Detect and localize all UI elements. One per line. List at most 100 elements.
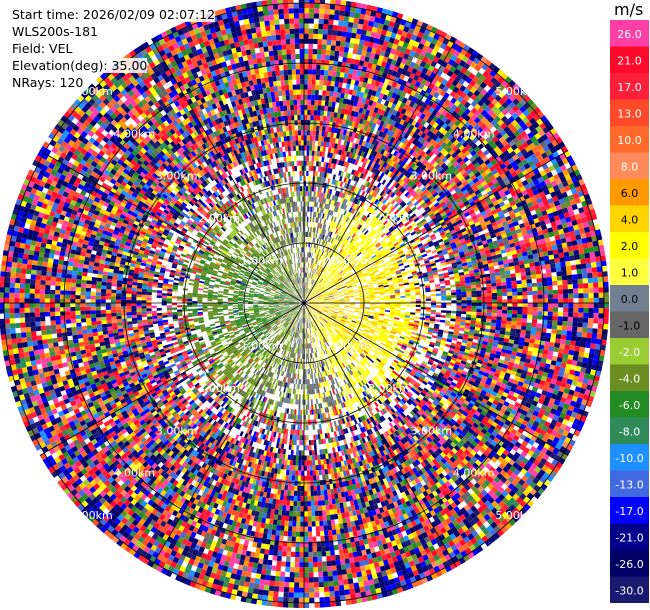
radar-gate (364, 56, 370, 63)
radar-gate (530, 330, 537, 336)
radar-gate (364, 141, 369, 148)
radar-gate (565, 260, 571, 267)
radar-gate (314, 0, 320, 4)
radar-gate (562, 284, 568, 290)
radar-gate (306, 257, 308, 263)
radar-gate (547, 285, 553, 291)
radar-gate (328, 101, 333, 107)
radar-gate (337, 218, 342, 225)
radar-gate (307, 283, 310, 289)
radar-gate (309, 247, 311, 253)
radar-gate (497, 296, 503, 300)
radar-gate (335, 223, 340, 229)
radar-gate (550, 263, 556, 269)
radar-gate (385, 95, 392, 102)
radar-gate (325, 188, 329, 194)
radar-gate (311, 258, 314, 264)
radar-gate (486, 293, 492, 297)
radar-gate (410, 304, 416, 307)
radar-gate (311, 227, 314, 233)
radar-gate (395, 72, 402, 79)
radar-gate (507, 295, 513, 300)
radar-gate (307, 99, 312, 105)
radar-gate (308, 18, 314, 24)
radar-gate (357, 166, 362, 172)
radar-gate (352, 116, 358, 123)
radar-gate (532, 290, 538, 295)
radar-gates (0, 0, 609, 608)
radar-gate (578, 303, 584, 308)
radar-gate (365, 136, 371, 143)
radar-gate (333, 158, 338, 165)
radar-gate (348, 68, 354, 75)
radar-gate (406, 270, 412, 274)
radar-gate (360, 124, 366, 130)
radar-gate (446, 297, 452, 301)
radar-gate (568, 250, 575, 257)
radar-gate (341, 134, 346, 141)
radar-gate (371, 101, 377, 108)
radar-gate (341, 103, 347, 110)
radar-gate (562, 289, 569, 294)
radar-gate (317, 212, 320, 218)
radar-gate (342, 119, 347, 125)
radar-gate (544, 259, 550, 265)
radar-gate (476, 290, 482, 294)
radar-gate (327, 236, 331, 242)
radar-gate (574, 254, 581, 261)
radar-gate (317, 100, 322, 106)
radar-gate (345, 130, 350, 137)
radar-gate (381, 72, 388, 79)
radar-gate (384, 35, 391, 42)
radar-gate (350, 126, 355, 132)
radar-gate (415, 310, 421, 314)
radar-gate (323, 240, 327, 246)
radar-gate (380, 304, 386, 306)
radar-gate (316, 161, 319, 167)
radar-gate (353, 291, 359, 294)
radar-gate (309, 273, 312, 279)
radar-gate (501, 285, 507, 290)
radar-gate (333, 179, 337, 186)
radar-gate (522, 310, 528, 315)
radar-gate (395, 306, 401, 309)
radar-gate (311, 160, 314, 167)
radar-gate (328, 194, 332, 200)
radar-gate (510, 328, 516, 333)
radar-gate (371, 5, 378, 12)
radar-gate (315, 238, 318, 244)
radar-gate (409, 263, 415, 267)
radar-gate (322, 121, 327, 127)
radar-gate (306, 155, 310, 161)
radar-gate (339, 144, 344, 151)
radar-gate (336, 143, 341, 150)
radar-gate (556, 275, 563, 281)
radar-gate (547, 281, 553, 286)
radar-gate (334, 50, 340, 57)
radar-gate (310, 165, 314, 172)
radar-gate (577, 322, 583, 328)
radar-gate (309, 278, 312, 284)
radar-gate (320, 69, 325, 76)
radar-gate (506, 284, 512, 289)
radar-gate (366, 104, 372, 111)
radar-gate (517, 299, 523, 303)
radar-gate (330, 45, 336, 51)
radar-gate (331, 195, 335, 201)
radar-gate (374, 16, 381, 24)
radar-gate (316, 69, 321, 75)
radar-gate (343, 150, 348, 157)
radar-gate (461, 311, 467, 315)
radar-gate (321, 229, 324, 235)
radar-gate (338, 118, 344, 124)
radar-gate (486, 306, 493, 310)
radar-gate (514, 268, 521, 274)
radar-gate (441, 305, 447, 308)
radar-gate (342, 145, 347, 151)
radar-gate (341, 31, 347, 37)
radar-gate (342, 129, 347, 136)
radar-gate (532, 307, 538, 312)
radar-gate (313, 186, 317, 192)
radar-gate (351, 186, 356, 192)
radar-gate (307, 288, 310, 294)
